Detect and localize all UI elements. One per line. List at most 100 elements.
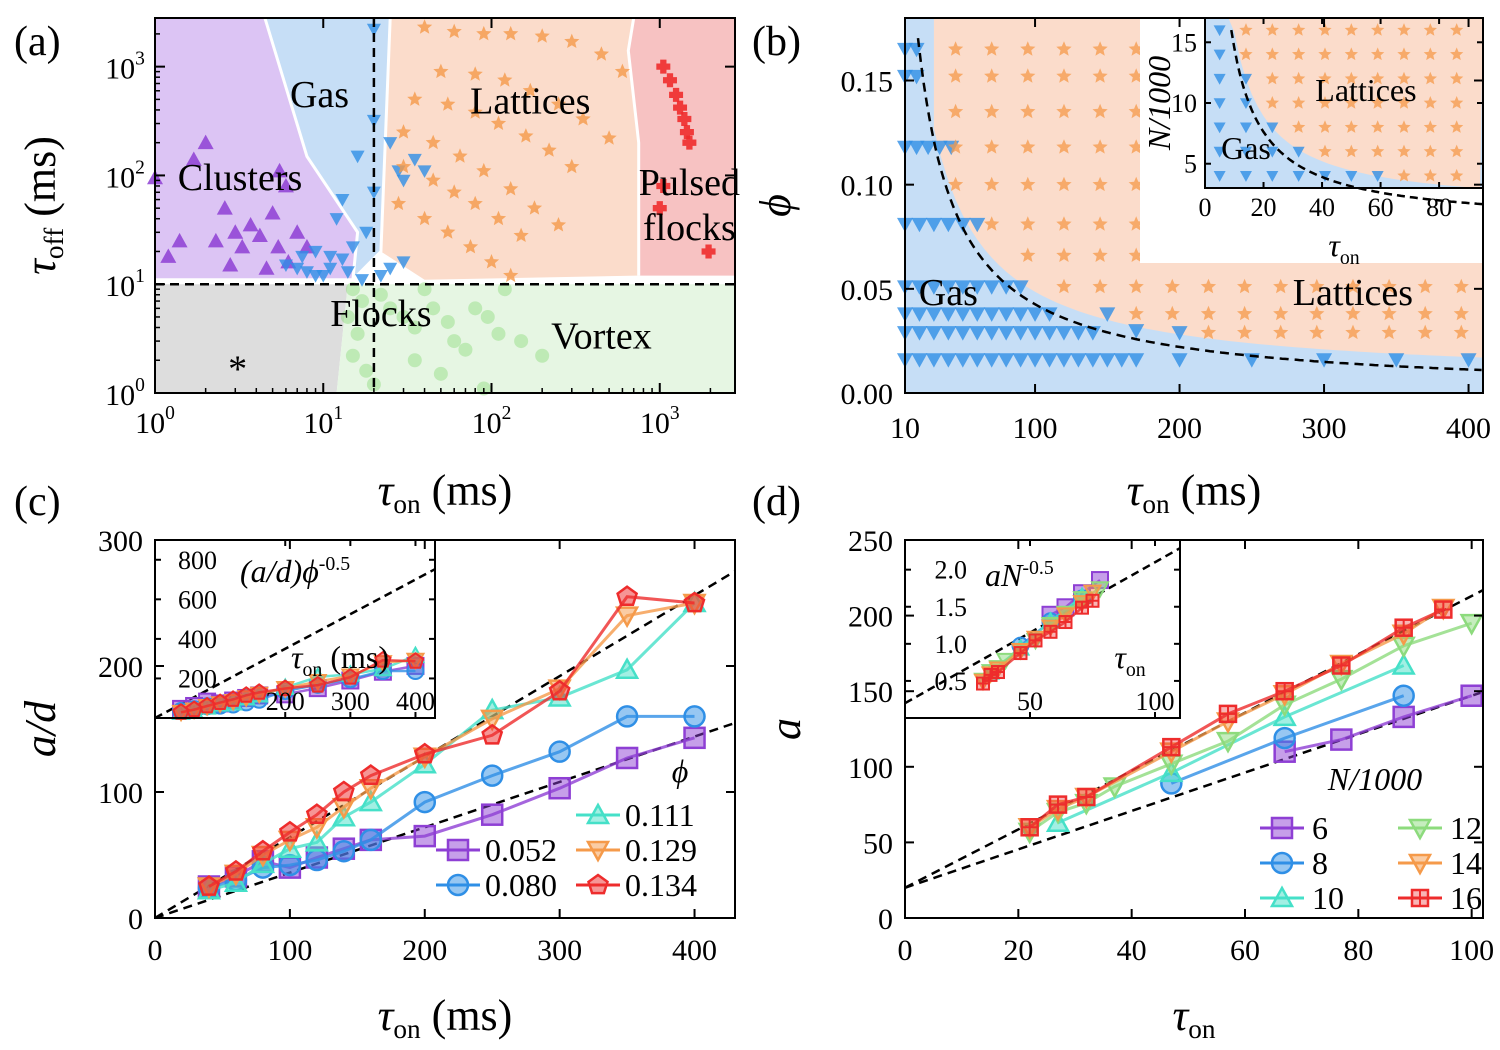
point-gas xyxy=(983,353,1000,368)
inset-point-lattice xyxy=(1292,71,1306,85)
point-lattices xyxy=(564,158,580,174)
point-0.080 xyxy=(332,839,356,863)
point-n8 xyxy=(1273,726,1296,750)
region-label-clusters: Clusters xyxy=(178,157,303,199)
point-pulsed-flocks xyxy=(652,201,667,216)
point-gas xyxy=(1055,353,1072,368)
point-clusters xyxy=(270,238,287,254)
point-0.134 xyxy=(683,591,706,613)
point-gas xyxy=(1099,353,1116,368)
point-gas xyxy=(911,307,928,322)
point-flocks xyxy=(458,342,473,357)
inset-point-lattice xyxy=(1239,23,1253,36)
inset-point-lattice xyxy=(1423,120,1437,133)
point-lattice xyxy=(1020,247,1036,262)
inset-point-lattice xyxy=(1371,23,1385,36)
point-lattices xyxy=(550,96,567,111)
point-lattices xyxy=(425,172,441,187)
point-gas xyxy=(1128,353,1145,368)
x-tick-label-c: 400 xyxy=(672,934,717,967)
inset-x-tick-label-c: 200 xyxy=(266,687,305,716)
point-gas xyxy=(998,307,1015,322)
region-label-pulsed-flocks-2: flocks xyxy=(643,207,736,249)
point-lattice xyxy=(1092,216,1108,231)
point-lattice xyxy=(984,41,1000,56)
inset-point-lattice xyxy=(1239,47,1253,61)
point-gas xyxy=(1012,307,1029,322)
region-clusters xyxy=(155,18,358,280)
point-gas xyxy=(969,280,986,295)
x-tick-label-a: 103 xyxy=(640,403,680,440)
inset-point-lattice xyxy=(1344,120,1358,133)
y-tick-label-d: 100 xyxy=(848,752,893,785)
point-flocks xyxy=(355,294,370,309)
inset-point-lattice xyxy=(1423,168,1437,182)
x-tick-label-d: 100 xyxy=(1449,934,1494,967)
inset-point-gas xyxy=(1213,49,1226,61)
inset-point-lattice xyxy=(1318,47,1332,61)
point-clusters xyxy=(234,238,251,254)
x-tick-label-d: 40 xyxy=(1117,934,1147,967)
inset-point-lattice xyxy=(1450,71,1464,85)
inset-point-lattice xyxy=(1371,71,1385,85)
legend-label-n6: 6 xyxy=(1312,810,1328,846)
point-lattices xyxy=(425,134,441,150)
y-tick-label-c: 100 xyxy=(98,777,143,810)
point-gas xyxy=(1084,353,1101,368)
inset-x-label-c: τon (ms) xyxy=(291,639,389,681)
point-gas xyxy=(1113,353,1130,368)
inset-point-gas xyxy=(1266,171,1279,182)
point-lattice xyxy=(1056,216,1072,231)
point-n16-cross xyxy=(1395,619,1412,636)
point-gas xyxy=(1012,326,1029,341)
point-0.111 xyxy=(358,789,383,812)
point-0.134 xyxy=(305,803,328,825)
point-flocks xyxy=(373,287,388,302)
point-gas xyxy=(940,353,957,368)
inset-point-0.134 xyxy=(341,667,360,685)
inset-point-gas xyxy=(1292,171,1305,182)
region-label-gas: Gas xyxy=(919,272,978,314)
point-lattice xyxy=(1020,139,1036,154)
inset-point-lattice xyxy=(1423,96,1437,109)
inset-point-n16-cross xyxy=(1014,647,1027,660)
inset-point-lattice xyxy=(1344,23,1358,36)
point-gas xyxy=(335,253,350,267)
point-lattice xyxy=(1453,324,1469,340)
inset-point-gas xyxy=(1239,146,1252,158)
inset-point-lattice xyxy=(1423,47,1437,61)
point-lattice xyxy=(1020,103,1036,119)
point-lattices xyxy=(522,82,538,98)
inset-point-lattice xyxy=(1397,47,1411,61)
point-lattice xyxy=(1092,278,1108,294)
legend-title-d: N/1000 xyxy=(1327,761,1422,797)
inset-point-lattice xyxy=(1318,23,1332,36)
point-gas xyxy=(345,241,360,254)
point-n16-cross xyxy=(1021,819,1038,836)
point-0.129 xyxy=(480,709,505,732)
inset-point-lattice xyxy=(1344,71,1358,85)
region-vortex xyxy=(336,284,735,393)
point-gas xyxy=(295,250,310,264)
point-lattices xyxy=(575,111,591,126)
point-0.134 xyxy=(197,874,220,896)
x-axis-label-a: τon (ms) xyxy=(378,466,513,519)
x-tick-label-c: 200 xyxy=(402,934,447,967)
legend-label-n8: 8 xyxy=(1312,845,1328,881)
point-gas xyxy=(1027,307,1044,322)
point-0.080 xyxy=(480,764,504,787)
legend-marker-0.129 xyxy=(585,840,611,863)
point-lattice xyxy=(1056,103,1072,119)
point-flocks xyxy=(350,326,365,341)
point-0.134 xyxy=(616,585,639,607)
region-label-gas: Gas xyxy=(290,74,349,116)
point-flocks xyxy=(440,314,455,329)
x-tick-label-d: 20 xyxy=(1003,934,1033,967)
legend-marker-0.111 xyxy=(585,802,611,825)
inset-point-gas xyxy=(1239,73,1252,85)
point-lattices xyxy=(440,96,456,111)
point-lattices xyxy=(593,46,609,61)
point-0.080 xyxy=(683,705,706,728)
point-n6 xyxy=(1392,705,1415,729)
point-clusters xyxy=(277,177,294,193)
